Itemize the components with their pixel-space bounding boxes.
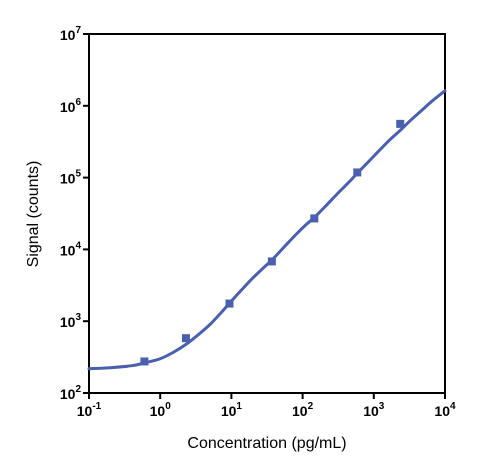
y-tick-label: 103 xyxy=(60,312,82,330)
plot-border xyxy=(88,33,446,394)
x-axis-title: Concentration (pg/mL) xyxy=(187,435,346,452)
x-tick-base: 10 xyxy=(221,403,237,419)
y-tick-label: 106 xyxy=(60,97,82,115)
y-tick-base: 10 xyxy=(60,171,76,187)
data-point-marker xyxy=(396,119,405,128)
data-point-marker xyxy=(310,214,319,223)
data-point-marker xyxy=(140,357,149,366)
y-tick-exponent: 6 xyxy=(75,97,81,108)
x-tick-exponent: -1 xyxy=(92,401,101,412)
x-tick-label: 103 xyxy=(363,401,385,419)
y-tick-label: 105 xyxy=(60,169,82,187)
x-axis-ticks: 10-1 100 101 102 103 104 xyxy=(77,393,456,419)
y-tick-exponent: 2 xyxy=(75,384,81,395)
x-tick-base: 10 xyxy=(292,403,308,419)
y-tick-exponent: 7 xyxy=(75,25,81,36)
x-tick-label: 104 xyxy=(434,401,456,419)
data-point-marker xyxy=(225,299,234,308)
y-tick-exponent: 4 xyxy=(75,240,81,251)
x-tick-exponent: 2 xyxy=(308,401,314,412)
x-tick-label: 10-1 xyxy=(77,401,102,419)
x-tick-base: 10 xyxy=(150,403,166,419)
data-point-marker xyxy=(181,334,190,343)
x-tick-label: 101 xyxy=(221,401,243,419)
data-point-marker xyxy=(267,257,276,266)
y-tick-base: 10 xyxy=(60,99,76,115)
data-point-marker xyxy=(353,168,362,177)
y-tick-label: 104 xyxy=(60,240,82,258)
series-layer xyxy=(87,89,447,371)
x-tick-label: 100 xyxy=(150,401,172,419)
y-tick-base: 10 xyxy=(60,386,76,402)
plot-frame xyxy=(88,33,446,394)
y-tick-base: 10 xyxy=(60,314,76,330)
x-tick-base: 10 xyxy=(77,403,93,419)
y-tick-label: 107 xyxy=(60,25,82,43)
fit-curve-line xyxy=(87,89,447,371)
y-tick-label: 102 xyxy=(60,384,82,402)
y-tick-exponent: 5 xyxy=(75,169,81,180)
x-tick-exponent: 4 xyxy=(450,401,456,412)
x-tick-base: 10 xyxy=(434,403,450,419)
y-tick-exponent: 3 xyxy=(75,312,81,323)
x-tick-exponent: 3 xyxy=(379,401,385,412)
x-tick-base: 10 xyxy=(363,403,379,419)
y-tick-base: 10 xyxy=(60,27,76,43)
x-tick-exponent: 0 xyxy=(165,401,171,412)
y-tick-base: 10 xyxy=(60,242,76,258)
x-tick-exponent: 1 xyxy=(236,401,242,412)
x-tick-label: 102 xyxy=(292,401,314,419)
y-axis-title: Signal (counts) xyxy=(25,161,42,268)
